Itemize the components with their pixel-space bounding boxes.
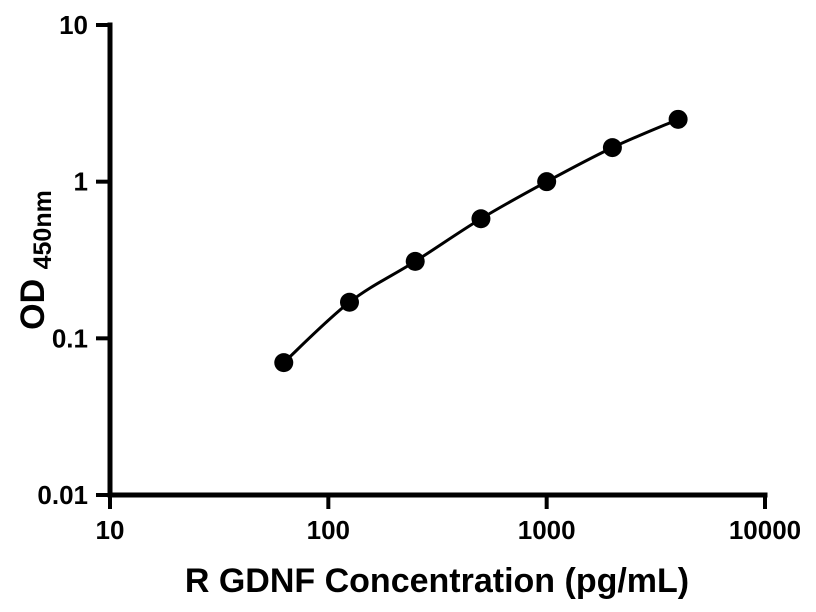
data-point <box>537 172 557 192</box>
standard-curve-line <box>282 117 680 365</box>
x-axis-title: R GDNF Concentration (pg/mL) <box>185 562 689 600</box>
plot-area: 10 100 1000 10000 0.01 0.1 1 10 <box>37 10 801 545</box>
y-axis-title-main: OD <box>14 279 52 330</box>
y-tick-label: 1 <box>74 167 88 197</box>
data-point <box>339 292 359 312</box>
data-point <box>405 251 425 271</box>
data-point <box>471 209 491 229</box>
data-point <box>668 109 688 129</box>
data-point <box>602 138 622 158</box>
y-axis-title-sub: 450nm <box>29 190 57 269</box>
x-tick-label: 10000 <box>729 515 801 545</box>
y-axis-title: OD 450nm <box>14 190 57 330</box>
x-tick-label: 100 <box>307 515 350 545</box>
y-tick-label: 0.01 <box>37 480 88 510</box>
y-tick-label: 10 <box>59 10 88 40</box>
data-point <box>274 353 294 373</box>
y-tick-label: 0.1 <box>52 323 88 353</box>
x-tick-label: 10 <box>96 515 125 545</box>
x-tick-label: 1000 <box>518 515 576 545</box>
